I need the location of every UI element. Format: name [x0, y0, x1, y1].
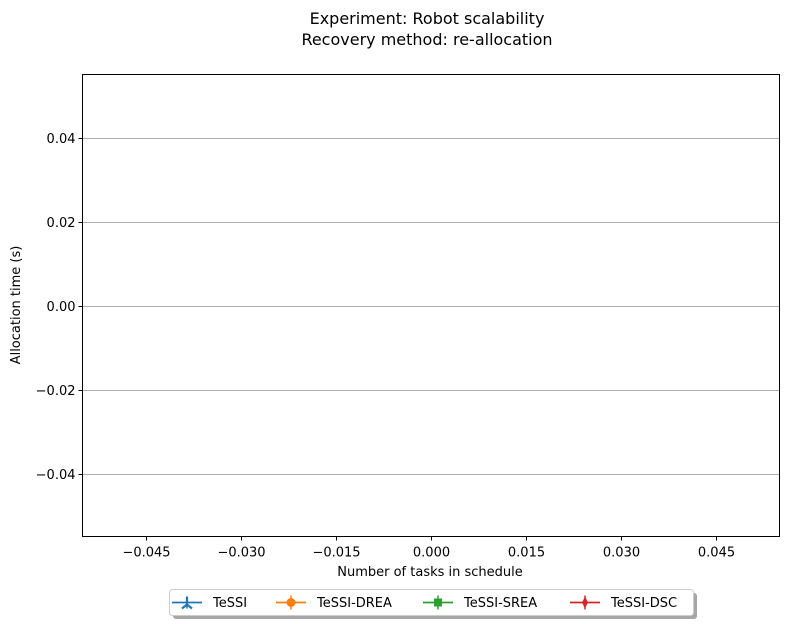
legend-marker-circle	[286, 595, 296, 610]
x-tick-label: 0.045	[698, 546, 735, 561]
y-axis-label: Allocation time (s)	[9, 246, 24, 365]
y-tick-label: 0.02	[47, 216, 76, 231]
legend: TeSSI TeSSI-DREA TeSSI-SREA TeSSI-DSC	[169, 589, 697, 619]
y-tick-label: −0.04	[36, 468, 76, 483]
chart-title-line-1: Experiment: Robot scalability	[310, 9, 545, 28]
legend-label: TeSSI	[212, 596, 247, 611]
x-tick-label: −0.045	[122, 546, 170, 561]
legend-marker-box	[434, 598, 442, 607]
y-tick-label: 0.00	[47, 300, 76, 315]
legend-entries: TeSSI TeSSI-DREA TeSSI-SREA TeSSI-DSC	[172, 595, 677, 611]
x-tick-label: 0.030	[603, 546, 640, 561]
legend-label: TeSSI-DSC	[610, 596, 677, 611]
legend-marker-shape	[582, 596, 588, 609]
y-tick-label: 0.04	[47, 132, 76, 147]
legend-marker-square	[434, 595, 442, 610]
legend-label: TeSSI-DREA	[316, 596, 392, 611]
legend-label: TeSSI-SREA	[463, 596, 537, 611]
x-axis-ticks: −0.045 −0.030 −0.015 0.000 0.015 0.030 0.045	[122, 536, 735, 561]
legend-entry: TeSSI-DSC	[570, 595, 677, 611]
y-tick-label: −0.02	[36, 384, 76, 399]
legend-entry: TeSSI	[172, 596, 247, 611]
legend-marker-triangle	[181, 596, 193, 610]
x-tick-label: 0.015	[508, 546, 545, 561]
legend-entry: TeSSI-SREA	[423, 595, 537, 611]
plot-area	[82, 74, 780, 537]
chart-title-line-2: Recovery method: re-allocation	[301, 30, 552, 49]
legend-entry: TeSSI-DREA	[276, 595, 392, 611]
x-tick-label: 0.000	[413, 546, 450, 561]
legend-marker-dot	[286, 598, 296, 607]
y-axis-ticks: 0.04 0.02 0.00 −0.02 −0.04	[36, 132, 83, 483]
x-axis-label: Number of tasks in schedule	[337, 565, 523, 580]
x-tick-label: −0.015	[312, 546, 360, 561]
legend-marker-diamond	[582, 595, 588, 610]
gridlines	[82, 138, 780, 475]
x-tick-label: −0.030	[217, 546, 265, 561]
